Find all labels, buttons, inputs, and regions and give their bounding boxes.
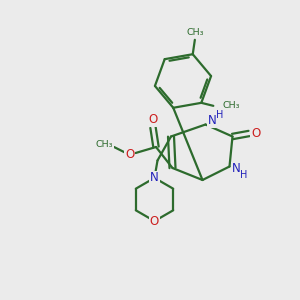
Text: N: N (232, 162, 241, 176)
Text: N: N (208, 114, 217, 128)
Text: CH₃: CH₃ (187, 28, 205, 37)
Text: H: H (240, 170, 247, 180)
Text: CH₃: CH₃ (223, 101, 240, 110)
Text: O: O (150, 214, 159, 228)
Text: O: O (148, 113, 158, 127)
Text: O: O (251, 127, 260, 140)
Text: H: H (216, 110, 224, 120)
Text: CH₃: CH₃ (96, 140, 113, 149)
Text: N: N (150, 171, 159, 184)
Text: O: O (125, 148, 134, 161)
